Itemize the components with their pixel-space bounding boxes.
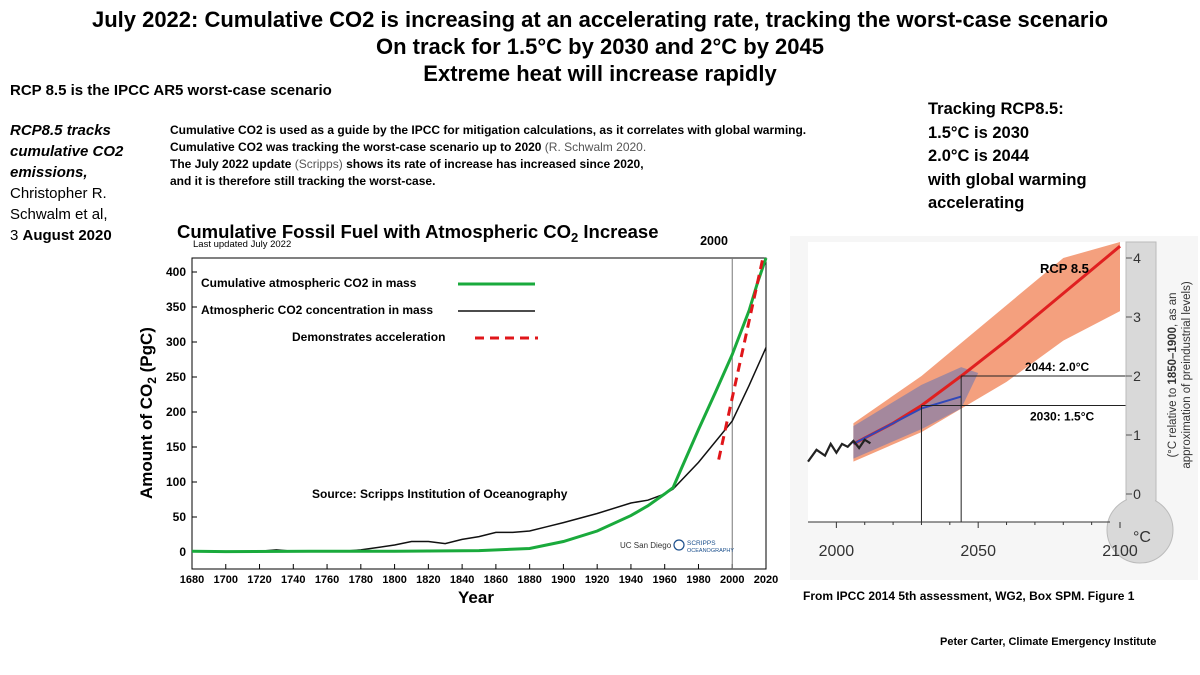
description: Cumulative CO2 is used as a guide by the…: [170, 122, 806, 190]
description-line-3: The July 2022 update (Scripps) shows its…: [170, 156, 806, 173]
ipcc-x-tick-label: 2050: [960, 543, 996, 560]
ipcc-y-tick-label: 4: [1133, 250, 1141, 266]
scripps-logo-mark: [673, 539, 685, 551]
series-cumulative-line: [191, 257, 768, 554]
observed-temperature-line: [807, 438, 871, 463]
y-tick-label: 400: [166, 265, 186, 279]
ucsd-logo: UC San Diego: [620, 541, 672, 550]
y-tick-label: 250: [166, 370, 186, 384]
scripps-logo-text: SCRIPPS: [687, 540, 716, 547]
ipcc-x-tick-label: 2100: [1102, 543, 1138, 560]
thermometer-neck: [1127, 480, 1155, 520]
ipcc-x-tick-label: 2000: [819, 543, 855, 560]
scripps-logo-sub: OCEANOGRAPHY: [687, 548, 734, 554]
thermometer-stem: [1125, 241, 1157, 505]
ipcc-x-axis-ticks: 2000 2050 2100: [819, 522, 1138, 560]
source-annotation: Source: Scripps Institution of Oceanogra…: [312, 487, 568, 501]
description-line-3c: shows its rate of increase has increased…: [342, 157, 644, 171]
tracking-line-2: 2.0°C is 2044: [928, 147, 1030, 165]
x-tick-label: 1700: [214, 574, 238, 586]
ipcc-y-tick-label: 0: [1133, 486, 1141, 502]
left-axis-ticks: 1680 1700 1720 1740 1760 1780 1800 1820 1840 1860…: [166, 265, 778, 586]
description-line-2a: Cumulative CO2 was tracking the worst-ca…: [170, 140, 545, 154]
celsius-unit-label: °C: [1133, 529, 1151, 546]
historical-mean-line: [852, 395, 962, 445]
y-tick-label: 150: [166, 440, 186, 454]
y-axis-label: Amount of CO2 (PgC): [137, 327, 159, 499]
citation-date: 3 August 2020: [10, 225, 150, 246]
marker-label: 2044: 2.0°C: [1025, 360, 1090, 374]
y-tick-label: 200: [166, 405, 186, 419]
x-tick-label: 1840: [450, 574, 474, 586]
ipcc-y-tick-label: 3: [1133, 309, 1141, 325]
y-tick-label: 50: [173, 510, 187, 524]
x-tick-label: 2000: [720, 574, 744, 586]
title-line-3: Extreme heat will increase rapidly: [423, 61, 777, 86]
description-line-2: Cumulative CO2 was tracking the worst-ca…: [170, 139, 806, 156]
ipcc-caption: From IPCC 2014 5th assessment, WG2, Box …: [803, 589, 1135, 603]
x-tick-label: 1940: [619, 574, 643, 586]
tracking-line-1: 1.5°C is 2030: [928, 123, 1030, 142]
x-tick-label: 1900: [551, 574, 575, 586]
y-tick-label: 300: [166, 335, 186, 349]
legend-label-black: Atmospheric CO2 concentration in mass: [201, 303, 433, 317]
citation-date-bold: August 2020: [22, 227, 112, 244]
y-tick-label: 100: [166, 475, 186, 489]
series-acceleration-dashed: [717, 259, 765, 460]
title-line-1: July 2022: Cumulative CO2 is increasing …: [91, 7, 1109, 32]
cumulative-co2-chart: Cumulative Fossil Fuel with Atmospheric …: [137, 221, 778, 607]
ipcc-y-tick-label: 1: [1133, 427, 1141, 443]
x-tick-label: 1760: [315, 574, 339, 586]
chart-title: Cumulative Fossil Fuel with Atmospheric …: [177, 221, 659, 245]
threshold-markers: 2030: 1.5°C 2044: 2.0°C: [920, 360, 1132, 522]
tracking-line-4: accelerating: [928, 194, 1025, 212]
x-tick-label: 1720: [247, 574, 271, 586]
y-tick-label: 0: [179, 545, 186, 559]
x-tick-label: 1880: [517, 574, 541, 586]
main-title: July 2022: Cumulative CO2 is increasing …: [0, 6, 1200, 87]
historical-range-band: [853, 367, 979, 459]
x-tick-label: 1860: [484, 574, 508, 586]
x-tick-label: 1980: [686, 574, 710, 586]
description-line-4: and it is therefore still tracking the w…: [170, 174, 436, 188]
description-line-2b: (R. Schwalm 2020.: [544, 140, 647, 154]
ipcc-y-axis-label-line2: approximation of preindustrial levels): [1181, 281, 1193, 468]
rcp85-label: RCP 8.5: [1040, 261, 1089, 276]
x-tick-label: 1680: [180, 574, 204, 586]
legend-label-red: Demonstrates acceleration: [292, 330, 445, 344]
legend-label-green: Cumulative atmospheric CO2 in mass: [201, 276, 417, 290]
citation: RCP8.5 tracks cumulative CO2 emissions, …: [10, 120, 150, 246]
citation-date-prefix: 3: [10, 227, 23, 244]
rcp-note: RCP 8.5 is the IPCC AR5 worst-case scena…: [10, 82, 332, 99]
marker-label: 2030: 1.5°C: [1030, 410, 1095, 424]
citation-title: RCP8.5 tracks cumulative CO2 emissions,: [10, 122, 124, 181]
x-tick-label: 1820: [416, 574, 440, 586]
description-line-1: Cumulative CO2 is used as a guide by the…: [170, 123, 807, 137]
plot-frame: [191, 257, 767, 570]
x-tick-label: 1740: [281, 574, 305, 586]
tracking-box: Tracking RCP8.5: 1.5°C is 2030 2.0°C is …: [928, 98, 1087, 216]
chart-subtitle: Last updated July 2022: [193, 239, 291, 250]
ipcc-y-axis-label: (°C relative to 1850–1900, as an: [1167, 292, 1179, 457]
x-tick-label: 1800: [382, 574, 406, 586]
y-tick-label: 350: [166, 300, 186, 314]
tracking-heading: Tracking RCP8.5:: [928, 100, 1064, 118]
description-line-3a: The July 2022 update: [170, 157, 295, 171]
x-axis-label: Year: [458, 588, 494, 607]
x-tick-label: 2020: [754, 574, 778, 586]
ipcc-y-axis: 0 1 2 3 4: [1126, 250, 1141, 502]
citation-authors: Christopher R. Schwalm et al,: [10, 185, 108, 223]
x-tick-label: 1920: [585, 574, 609, 586]
ipcc-y-tick-label: 2: [1133, 368, 1141, 384]
vline-2000-label: 2000: [700, 234, 728, 248]
description-line-3b: (Scripps): [294, 157, 343, 171]
x-tick-label: 1780: [349, 574, 373, 586]
title-line-2: On track for 1.5°C by 2030 and 2°C by 20…: [375, 34, 824, 59]
author-credit: Peter Carter, Climate Emergency Institut…: [940, 636, 1157, 648]
x-tick-label: 1960: [652, 574, 676, 586]
tracking-line-3: with global warming: [928, 170, 1087, 189]
